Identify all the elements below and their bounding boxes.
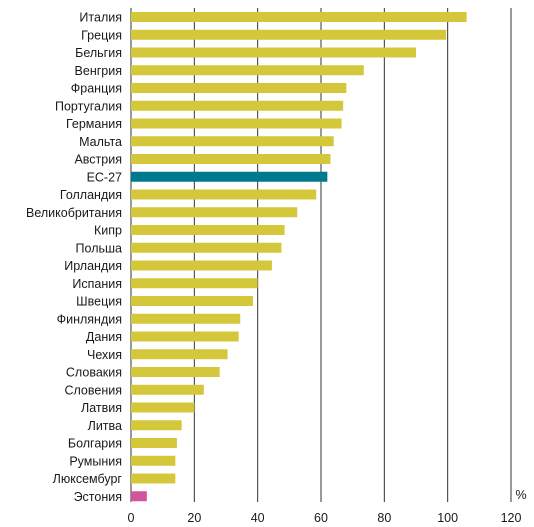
category-label: Эстония: [74, 490, 122, 504]
bar: [131, 171, 328, 182]
bar: [131, 296, 253, 306]
category-label: Чехия: [87, 348, 122, 362]
bar: [131, 331, 239, 342]
bar: [131, 12, 467, 22]
category-label: Италия: [79, 11, 122, 25]
bar: [131, 367, 220, 377]
bar: [131, 420, 182, 431]
category-label: Австрия: [74, 153, 122, 167]
category-label: Мальта: [79, 135, 122, 149]
category-label: Словения: [64, 383, 122, 397]
bar: [131, 154, 331, 164]
category-label: Голландия: [60, 188, 122, 202]
category-label: Люксембург: [53, 472, 123, 486]
bar: [131, 118, 342, 129]
x-tick-label: 0: [128, 511, 135, 525]
bar: [131, 384, 204, 395]
category-label: Швеция: [76, 295, 122, 309]
bar: [131, 242, 282, 253]
x-tick-label: 20: [187, 511, 201, 525]
category-label: Франция: [71, 82, 122, 96]
x-tick-label: 120: [501, 511, 522, 525]
bar: [131, 438, 177, 448]
category-labels: Италия Греция Бельгия Венгрия Франция Португа…: [26, 11, 122, 504]
x-tick-labels: 0 20 40 60 80 100 120: [128, 511, 522, 525]
category-label: Финляндия: [57, 312, 122, 326]
x-tick-label: 100: [437, 511, 458, 525]
bar: [131, 207, 298, 218]
category-label: Румыния: [69, 454, 122, 468]
bar: [131, 65, 364, 76]
bar: [131, 473, 176, 484]
category-label: Латвия: [81, 401, 122, 415]
bar: [131, 100, 344, 111]
category-label: Дания: [86, 330, 122, 344]
bar: [131, 349, 228, 360]
category-label: Бельгия: [75, 46, 122, 60]
bar: [131, 47, 416, 58]
category-label: Венгрия: [75, 64, 122, 78]
category-label: Болгария: [68, 437, 122, 451]
bar: [131, 136, 334, 147]
category-label: Польша: [76, 241, 122, 255]
bar: [131, 189, 317, 200]
category-label: Словакия: [66, 366, 122, 380]
bar: [131, 278, 258, 289]
bar: [131, 225, 285, 235]
category-label: Литва: [88, 419, 122, 433]
category-label: Португалия: [55, 99, 122, 113]
x-tick-label: 40: [251, 511, 265, 525]
bar: [131, 260, 272, 271]
category-label: Греция: [81, 28, 122, 42]
bars: [131, 12, 467, 502]
bar: [131, 402, 195, 413]
category-label: Кипр: [94, 224, 122, 238]
bar: [131, 455, 176, 466]
category-label: Великобритания: [26, 206, 122, 220]
unit-label: %: [515, 488, 526, 502]
category-label: Ирландия: [64, 259, 122, 273]
grid-lines: [130, 8, 512, 502]
x-tick-label: 60: [314, 511, 328, 525]
bar: [131, 491, 147, 502]
category-label: Германия: [66, 117, 122, 131]
x-tick-label: 80: [377, 511, 391, 525]
category-label: ЕС-27: [87, 170, 122, 184]
bar: [131, 83, 347, 93]
bar: [131, 313, 241, 324]
category-label: Испания: [72, 277, 122, 291]
bar: [131, 29, 447, 40]
